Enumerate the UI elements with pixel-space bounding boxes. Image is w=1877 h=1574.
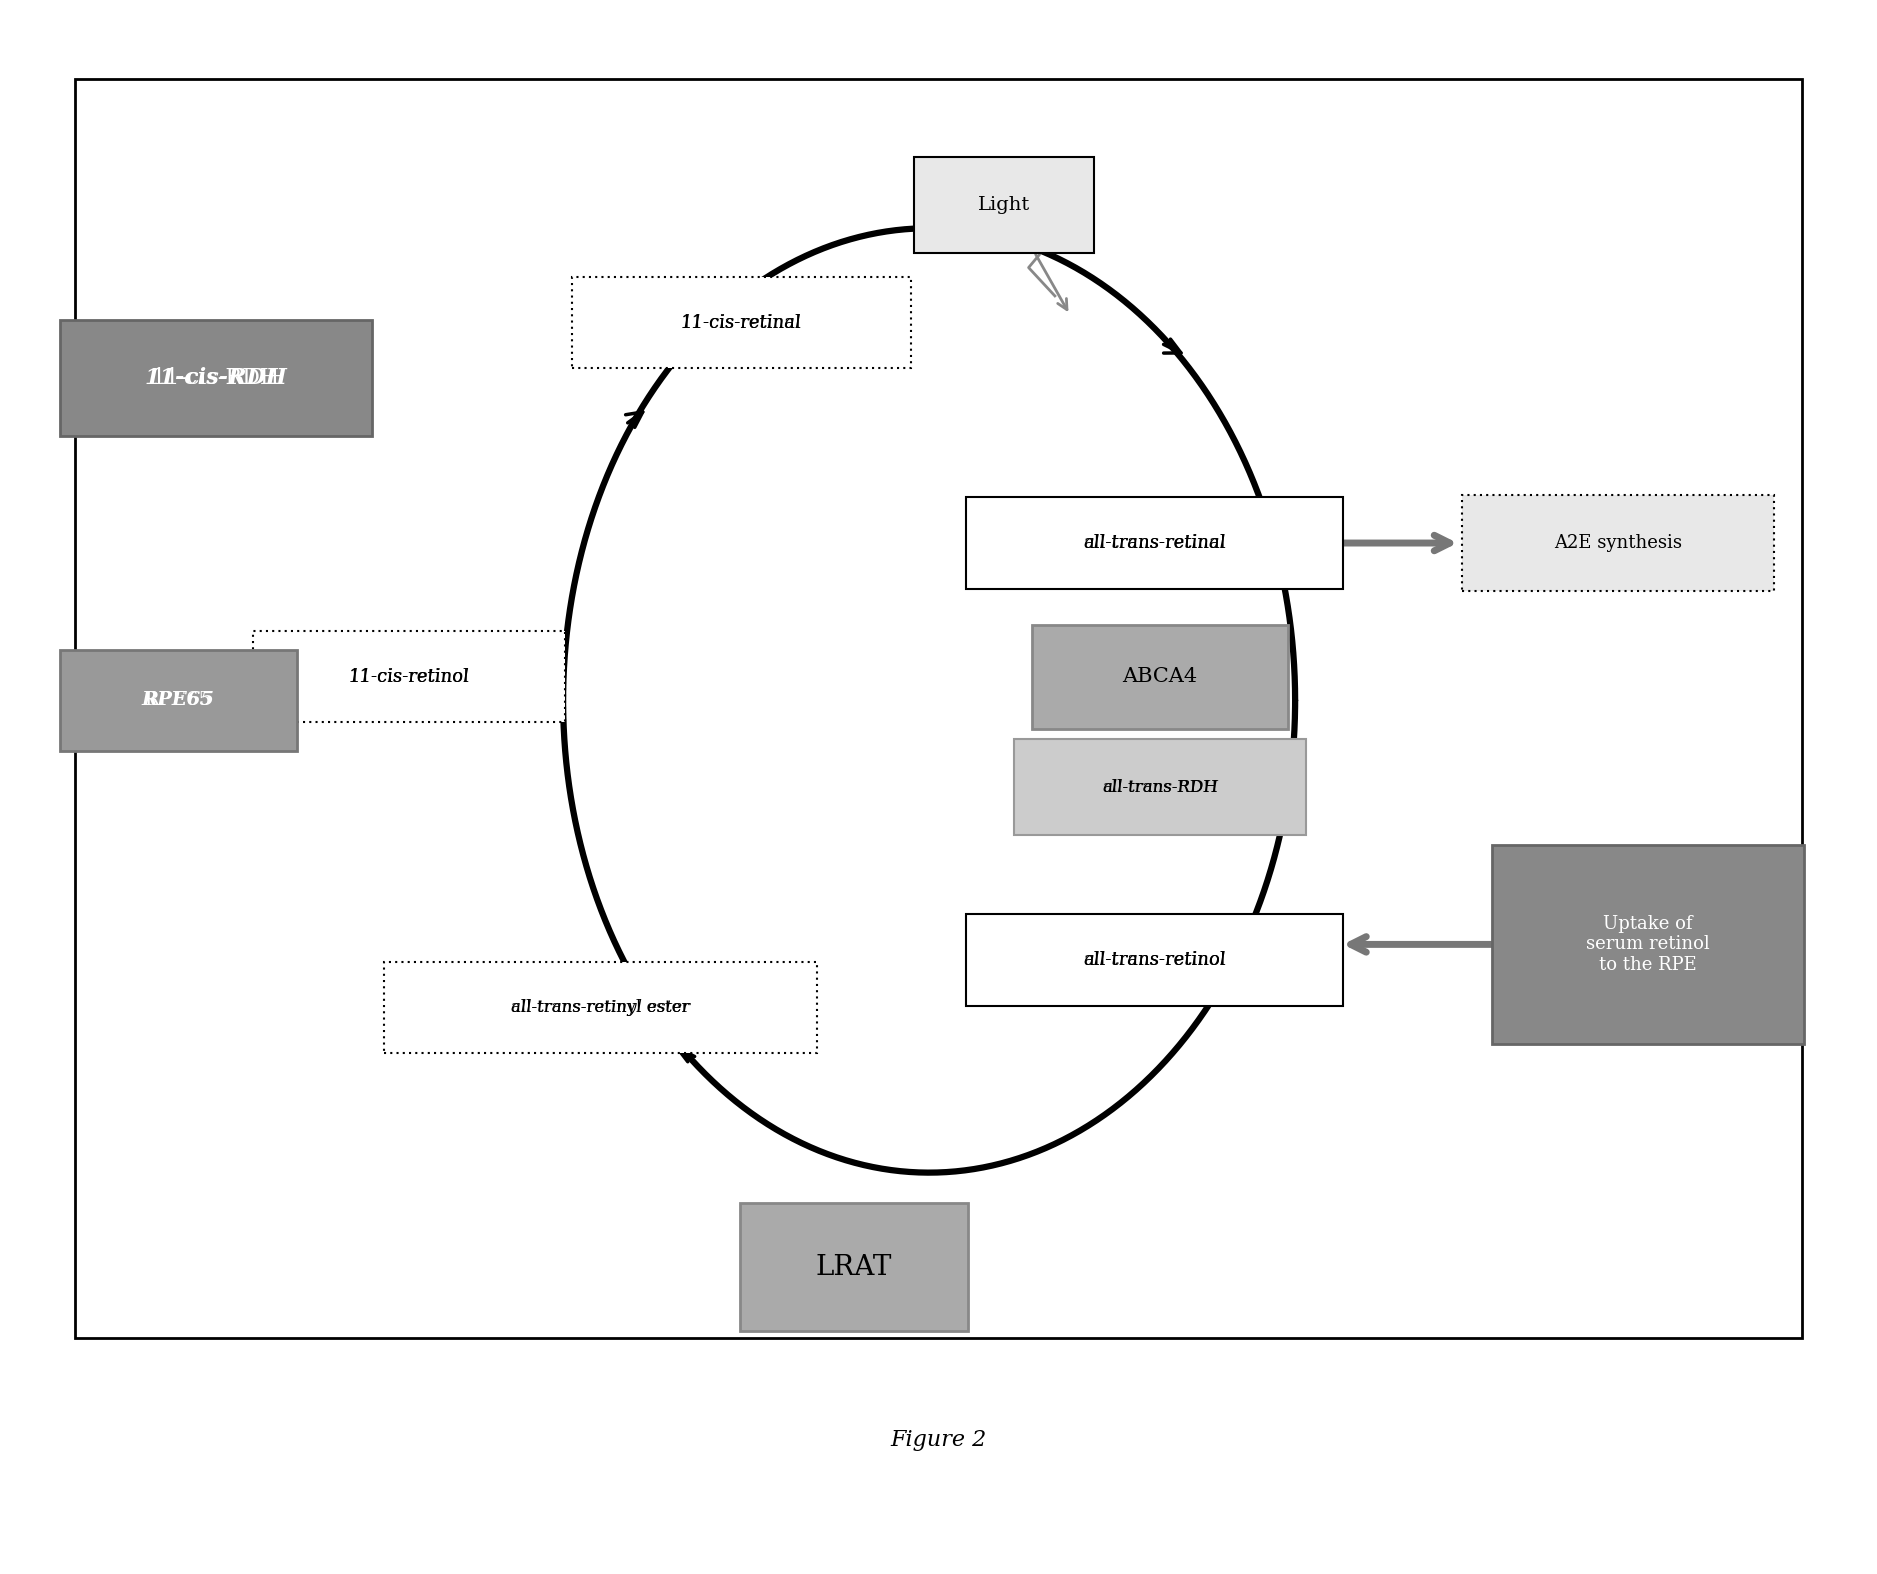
Text: all-trans-RDH: all-trans-RDH: [1102, 779, 1218, 795]
FancyBboxPatch shape: [965, 497, 1344, 589]
Text: all-trans-retinal: all-trans-retinal: [1083, 534, 1226, 552]
Text: all-trans-RDH: all-trans-RDH: [1102, 779, 1218, 795]
FancyBboxPatch shape: [571, 277, 912, 368]
FancyBboxPatch shape: [965, 914, 1344, 1006]
Text: Figure 2: Figure 2: [890, 1429, 987, 1451]
Text: Light: Light: [978, 195, 1030, 214]
Text: 11-cis-RDH: 11-cis-RDH: [152, 367, 280, 389]
Text: Uptake of
serum retinol
to the RPE: Uptake of serum retinol to the RPE: [1586, 914, 1710, 974]
Text: RPE65: RPE65: [145, 691, 212, 710]
Text: RPE65: RPE65: [143, 691, 214, 710]
Text: all-trans-retinyl ester: all-trans-retinyl ester: [511, 999, 691, 1015]
FancyBboxPatch shape: [1462, 496, 1774, 590]
FancyBboxPatch shape: [60, 320, 372, 436]
Text: LRAT: LRAT: [816, 1253, 892, 1281]
Text: all-trans-retinal: all-trans-retinal: [1083, 534, 1226, 552]
FancyBboxPatch shape: [740, 1204, 969, 1332]
Text: all-trans-retinol: all-trans-retinol: [1083, 951, 1226, 970]
FancyBboxPatch shape: [75, 79, 1802, 1338]
Text: 11-cis-retinol: 11-cis-retinol: [349, 667, 469, 686]
Text: 11-cis-retinol: 11-cis-retinol: [349, 667, 469, 686]
FancyBboxPatch shape: [60, 650, 297, 751]
FancyBboxPatch shape: [1032, 625, 1288, 729]
FancyBboxPatch shape: [385, 962, 816, 1053]
FancyBboxPatch shape: [253, 631, 565, 722]
Text: 11-cis-retinal: 11-cis-retinal: [681, 313, 801, 332]
Text: all-trans-retinol: all-trans-retinol: [1083, 951, 1226, 970]
FancyBboxPatch shape: [1014, 740, 1306, 836]
Text: all-trans-retinyl ester: all-trans-retinyl ester: [511, 999, 691, 1015]
FancyBboxPatch shape: [1492, 845, 1804, 1044]
Text: 11-cis-RDH: 11-cis-RDH: [145, 367, 287, 389]
Text: 11-cis-retinal: 11-cis-retinal: [681, 313, 801, 332]
FancyBboxPatch shape: [914, 157, 1094, 253]
Text: ABCA4: ABCA4: [1122, 667, 1198, 686]
Text: A2E synthesis: A2E synthesis: [1554, 534, 1682, 552]
